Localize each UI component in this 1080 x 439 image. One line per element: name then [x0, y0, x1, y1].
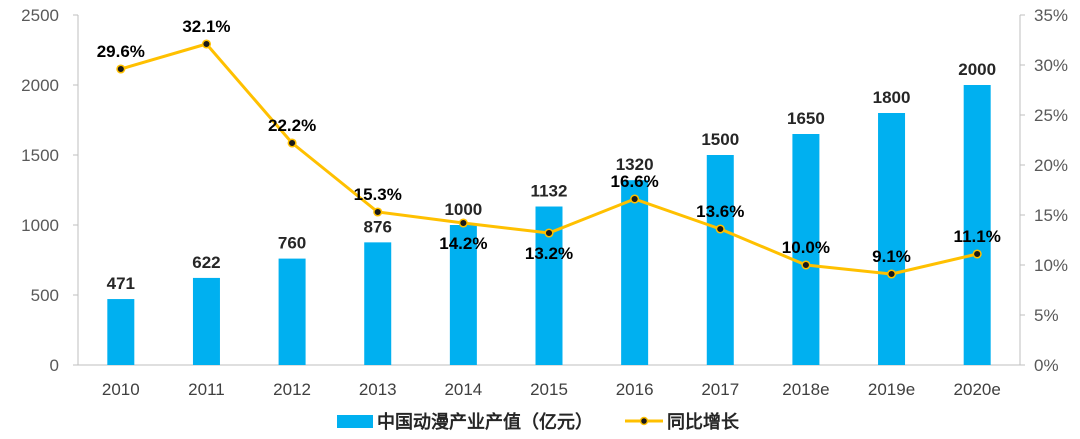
bar — [364, 242, 392, 365]
bar-value-label: 876 — [364, 217, 392, 236]
x-tick-label: 2013 — [359, 380, 397, 399]
line-point — [801, 260, 811, 270]
bar — [792, 134, 820, 365]
x-tick-label: 2019e — [868, 380, 915, 399]
bar — [192, 277, 220, 365]
bar-value-label: 471 — [107, 274, 135, 293]
bar — [963, 85, 991, 365]
line-point — [373, 207, 383, 217]
data-labels: 471 622 760 876 1000 1132 1320 1500 1650 1800 2000… — [97, 17, 1001, 293]
line-point — [715, 224, 725, 234]
line-series — [116, 39, 982, 279]
bar — [878, 113, 906, 365]
right-tick-label: 30% — [1034, 56, 1068, 75]
left-tick-label: 2500 — [21, 6, 59, 25]
legend-line-label: 同比增长 — [667, 411, 740, 432]
x-tick-label: 2012 — [273, 380, 311, 399]
right-tick-label: 0% — [1034, 356, 1059, 375]
bar-value-label: 1800 — [873, 88, 911, 107]
legend-bar-label: 中国动漫产业产值（亿元） — [377, 411, 593, 432]
right-tick-label: 15% — [1034, 206, 1068, 225]
line-value-label: 29.6% — [97, 42, 145, 61]
left-tick-label: 0 — [50, 356, 59, 375]
bar-value-label: 1000 — [444, 200, 482, 219]
x-tick-label: 2010 — [102, 380, 140, 399]
bar-value-label: 760 — [278, 234, 306, 253]
line-value-label: 9.1% — [872, 247, 911, 266]
line-value-label: 13.2% — [525, 244, 573, 263]
line-point — [287, 138, 297, 148]
right-tick-label: 35% — [1034, 6, 1068, 25]
bar-value-label: 1650 — [787, 109, 825, 128]
right-tick-label: 5% — [1034, 306, 1059, 325]
bar — [278, 258, 306, 365]
bar-value-label: 1132 — [531, 182, 568, 201]
legend-line-marker — [639, 416, 649, 426]
left-tick-label: 1500 — [21, 146, 59, 165]
bar — [107, 299, 135, 365]
x-tick-label: 2016 — [616, 380, 654, 399]
right-tick-label: 10% — [1034, 256, 1068, 275]
bar-value-label: 2000 — [958, 60, 996, 79]
left-tick-label: 1000 — [21, 216, 59, 235]
line-point — [886, 269, 897, 279]
line-point — [116, 64, 126, 74]
bar-value-label: 1500 — [701, 130, 739, 149]
line-value-label: 14.2% — [439, 234, 487, 253]
line-value-label: 15.3% — [354, 185, 402, 204]
legend: 中国动漫产业产值（亿元） 同比增长 — [337, 411, 740, 432]
bar — [449, 225, 477, 365]
line-point — [458, 218, 468, 228]
line-value-label: 11.1% — [954, 227, 1001, 246]
bar-value-label: 1320 — [616, 155, 654, 174]
x-tick-label: 2011 — [188, 380, 225, 399]
line-value-label: 32.1% — [182, 17, 230, 36]
right-tick-label: 20% — [1034, 156, 1068, 175]
bar-series — [107, 85, 991, 365]
line-point — [544, 228, 554, 238]
line-value-label: 22.2% — [268, 116, 316, 135]
line-point — [630, 194, 640, 204]
x-tick-label: 2018e — [782, 380, 829, 399]
left-tick-label: 2000 — [21, 76, 59, 95]
bar — [706, 155, 734, 365]
line-value-label: 16.6% — [611, 172, 659, 191]
legend-bar-swatch — [337, 415, 373, 428]
x-tick-label: 2014 — [444, 380, 482, 399]
line-point — [972, 249, 982, 259]
left-tick-label: 500 — [31, 286, 59, 305]
x-tick-label: 2017 — [701, 380, 739, 399]
line-value-label: 10.0% — [782, 238, 830, 257]
line-value-label: 13.6% — [696, 202, 744, 221]
bar-value-label: 622 — [192, 253, 220, 272]
x-tick-label: 2020e — [954, 380, 1001, 399]
line-point — [201, 39, 212, 49]
x-tick-label: 2015 — [530, 380, 568, 399]
bar — [621, 180, 649, 365]
right-tick-label: 25% — [1034, 106, 1068, 125]
axes: 0 500 1000 1500 2000 2500 0% 5% 10% 15% 20% 25% 30% 3… — [21, 6, 1068, 399]
